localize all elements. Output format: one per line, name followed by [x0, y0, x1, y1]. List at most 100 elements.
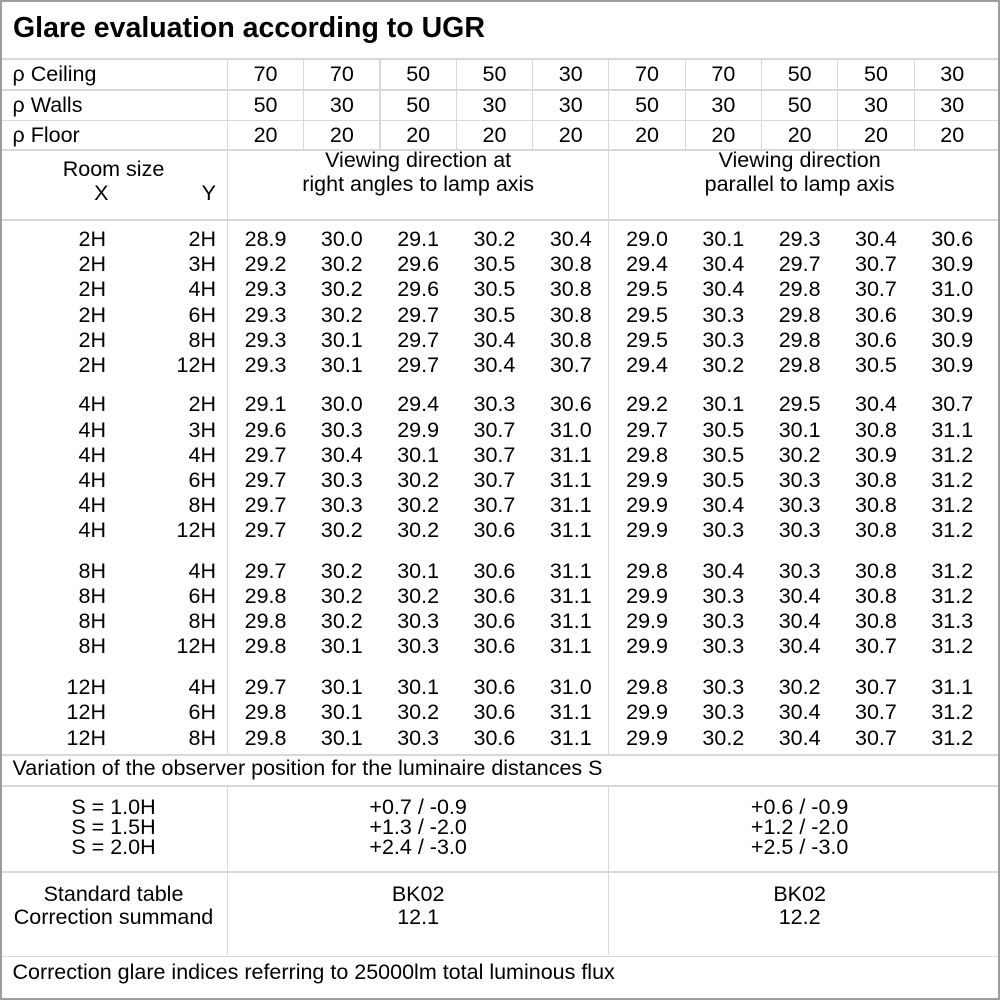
ugr-row: 4H 6H 29.7 30.3 30.2 30.7 31.1 29.9 30.5 30.3 30.8… [2, 467, 996, 493]
footer-note: Correction glare indices referring to 25… [12, 959, 615, 984]
ugr-value: 30.6 [473, 609, 516, 634]
ugr-value: 30.9 [931, 302, 974, 327]
ugr-value: 30.2 [397, 493, 440, 518]
ugr-value: 30.6 [473, 518, 516, 543]
room-y-value: 12H [176, 518, 216, 543]
ugr-value: 30.3 [702, 609, 745, 634]
room-y-value: 4H [188, 558, 216, 583]
ugr-value: 30.3 [397, 609, 440, 634]
ugr-value: 31.2 [931, 700, 974, 725]
ugr-value: 29.5 [626, 277, 668, 302]
variation-note: Variation of the observer position for t… [12, 755, 603, 780]
vertical-grid-line [303, 57, 305, 150]
spacing-right-angles-value: +2.4 / -3.0 [369, 835, 467, 860]
ugr-value: 30.7 [549, 352, 592, 377]
ugr-value: 30.2 [397, 700, 440, 725]
reflectance-value: 50 [635, 92, 659, 117]
ugr-value: 31.3 [931, 609, 974, 634]
room-x-value: 12H [66, 675, 106, 700]
ugr-value: 31.0 [549, 417, 592, 442]
horizontal-grid-line [2, 58, 998, 60]
ugr-value: 30.7 [855, 700, 897, 725]
ugr-value: 29.4 [397, 392, 440, 417]
room-y-value: 3H [188, 252, 216, 277]
reflectance-value: 50 [406, 92, 431, 117]
ugr-value: 30.9 [931, 327, 974, 352]
room-x-value: 8H [78, 634, 106, 659]
spacing-row: S = 1.5H +1.3 / -2.0 +1.2 / -2.0 [2, 814, 996, 839]
ugr-value: 29.9 [626, 467, 668, 492]
ugr-value: 29.7 [244, 518, 287, 543]
ugr-value: 30.7 [473, 442, 516, 467]
ugr-value: 30.5 [702, 442, 745, 467]
reflectance-row-label: ρ Floor [12, 122, 80, 147]
ugr-value: 30.1 [702, 392, 745, 417]
ugr-value: 30.3 [778, 493, 821, 518]
spacing-row-label: S = 2.0H [71, 835, 156, 860]
spacing-row-label: S = 1.5H [71, 814, 156, 839]
ugr-value: 30.7 [855, 277, 897, 302]
ugr-value: 30.1 [320, 675, 363, 700]
room-y-value: 2H [188, 392, 216, 417]
ugr-value: 30.8 [855, 467, 897, 492]
ugr-value: 29.4 [626, 352, 668, 377]
standard-parallel-value: 12.2 [778, 904, 821, 929]
ugr-row: 2H 3H 29.2 30.2 29.6 30.5 30.8 29.4 30.4 29.7 30.7… [2, 252, 996, 277]
ugr-value: 30.7 [473, 493, 516, 518]
reflectance-value: 50 [787, 61, 812, 86]
reflectance-value: 20 [558, 122, 583, 147]
ugr-group: 8H 4H 29.7 30.2 30.1 30.6 31.1 29.8 30.4 30.3 30.8… [2, 558, 996, 660]
reflectance-value: 20 [635, 122, 659, 147]
room-y-value: 6H [188, 302, 216, 327]
ugr-value: 30.3 [320, 417, 363, 442]
reflectance-value: 30 [482, 92, 507, 117]
room-y-value: 6H [188, 583, 216, 608]
ugr-row: 4H 4H 29.7 30.4 30.1 30.7 31.1 29.8 30.5 30.2 30.9… [2, 442, 996, 468]
ugr-value: 30.4 [778, 725, 821, 750]
reflectance-value: 20 [940, 122, 965, 147]
ugr-value: 31.1 [931, 675, 974, 700]
room-y-value: 2H [188, 227, 216, 251]
ugr-value: 29.7 [244, 467, 287, 492]
ugr-value: 31.2 [931, 442, 974, 467]
ugr-value: 29.3 [244, 327, 287, 352]
ugr-value: 29.1 [397, 227, 440, 251]
vertical-grid-line [379, 57, 381, 150]
room-y-value: 8H [188, 327, 216, 352]
ugr-value: 29.7 [244, 558, 287, 583]
ugr-value: 29.8 [244, 583, 287, 608]
ugr-value: 30.8 [855, 518, 897, 543]
reflectance-row: ρ Ceiling 70 70 50 50 30 70 70 50 50 30 [2, 59, 996, 90]
reflectance-row: ρ Walls 50 30 50 30 30 50 30 50 30 30 [2, 90, 996, 120]
ugr-value: 30.9 [931, 252, 974, 277]
ugr-value: 30.3 [702, 327, 745, 352]
ugr-value: 31.2 [931, 518, 974, 543]
vertical-grid-line [608, 784, 610, 956]
ugr-value: 30.6 [473, 700, 516, 725]
ugr-value: 29.9 [626, 583, 668, 608]
ugr-value: 30.3 [397, 725, 440, 750]
standard-parallel-value: BK02 [773, 881, 826, 906]
ugr-value: 29.9 [626, 634, 668, 659]
horizontal-grid-line [2, 871, 998, 873]
ugr-value: 30.5 [473, 277, 516, 302]
room-x-value: 2H [78, 252, 106, 277]
ugr-value: 31.1 [549, 725, 592, 750]
standard-row-label: Correction summand [13, 904, 214, 929]
room-y-value: 12H [176, 352, 216, 377]
ugr-row: 4H 2H 29.1 30.0 29.4 30.3 30.6 29.2 30.1 29.5 30.4… [2, 392, 996, 417]
ugr-row: 4H 8H 29.7 30.3 30.2 30.7 31.1 29.9 30.4 30.3 30.8… [2, 493, 996, 518]
ugr-value: 30.2 [778, 675, 821, 700]
ugr-value: 31.1 [549, 609, 592, 634]
spacing-row: S = 1.0H +0.7 / -0.9 +0.6 / -0.9 [2, 796, 996, 818]
ugr-value: 29.9 [626, 493, 668, 518]
room-x-value: 8H [78, 558, 106, 583]
vertical-grid-line [608, 57, 610, 755]
ugr-value: 30.8 [855, 583, 897, 608]
ugr-value: 30.2 [397, 467, 440, 492]
ugr-value: 29.7 [397, 352, 440, 377]
ugr-value: 30.6 [931, 227, 974, 251]
ugr-value: 29.2 [626, 392, 668, 417]
ugr-value: 30.3 [397, 634, 440, 659]
reflectance-value: 20 [863, 122, 888, 147]
